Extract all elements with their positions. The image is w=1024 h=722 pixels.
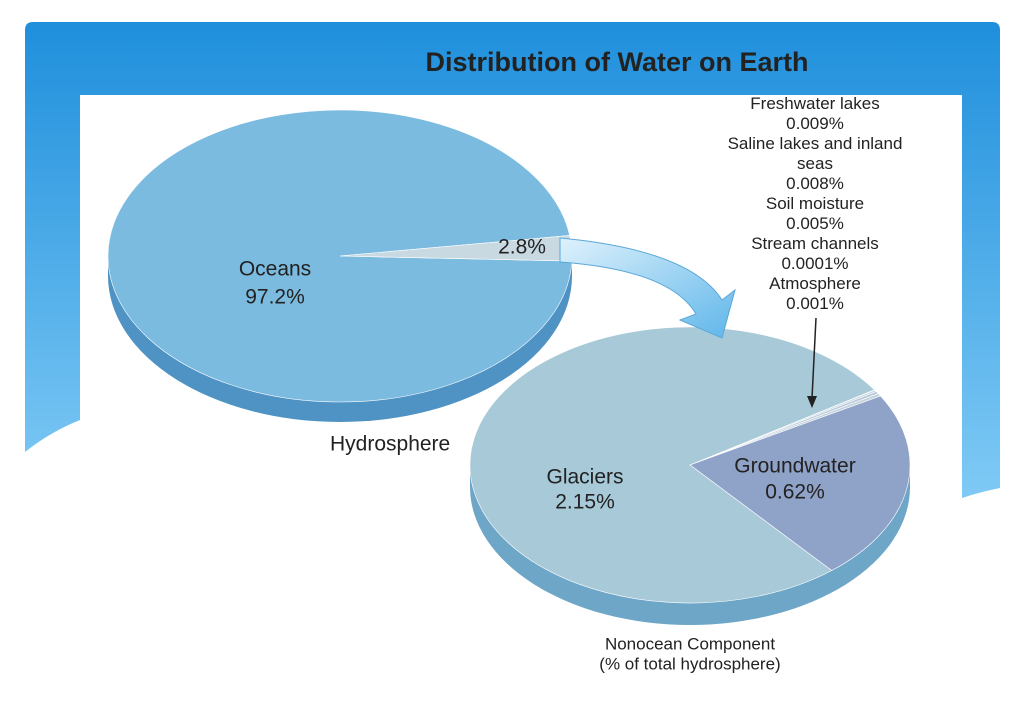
small-labels: Freshwater lakes 0.009% Saline lakes and i… [722, 94, 908, 314]
value-label: 0.0001% [781, 254, 849, 273]
value-label: 0.009% [786, 114, 844, 133]
pie-slice [469, 326, 876, 604]
page-title: Distribution of Water on Earth [426, 47, 809, 77]
slice-label: Glaciers [546, 466, 623, 489]
pie-slice [107, 109, 573, 403]
value-label: 0.005% [786, 214, 844, 233]
slice-label: Groundwater [734, 455, 855, 478]
slice-label: Stream channels [751, 234, 879, 253]
chart-title: Hydrosphere [330, 433, 450, 456]
chart-subtitle: (% of total hydrosphere) [599, 654, 780, 673]
slice-label: Oceans [239, 258, 311, 281]
value-label: 0.001% [786, 294, 844, 313]
value-label: 0.008% [786, 174, 844, 193]
value-label: 97.2% [245, 286, 305, 309]
pie-slice [689, 395, 911, 571]
pointer-line [811, 317, 817, 399]
banner [25, 22, 1000, 498]
connector-arrow [559, 237, 736, 339]
chart-title: Nonocean Component [605, 634, 775, 653]
slice-label: Soil moisture [765, 194, 865, 213]
slice-label: Saline lakes and inland seas [727, 134, 903, 173]
value-label: 2.15% [555, 491, 615, 514]
value-label: 2.8% [498, 236, 546, 259]
slice-label: Atmosphere [769, 274, 861, 293]
slice-label: Freshwater lakes [750, 94, 880, 113]
value-label: 0.62% [765, 481, 825, 504]
pointer-head [807, 396, 817, 408]
